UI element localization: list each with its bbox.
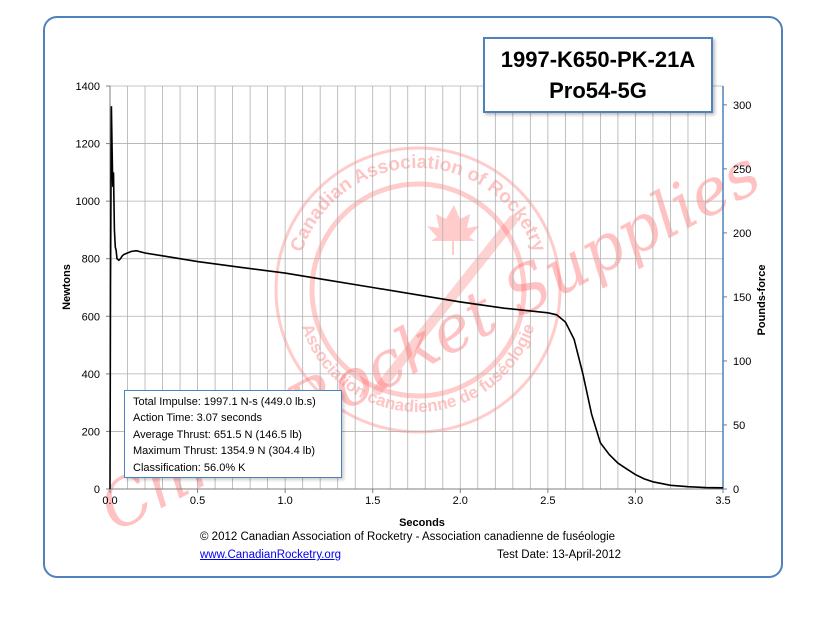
seal-outer-ring [274, 146, 562, 434]
y2-tick-label: 0 [733, 484, 739, 496]
x-tick-label: 3.0 [628, 495, 643, 507]
y2-tick-label: 200 [733, 228, 751, 240]
copyright-notice: © 2012 Canadian Association of Rocketry … [200, 531, 616, 543]
y-tick-label: 600 [82, 311, 100, 323]
y2-tick-label: 300 [733, 100, 751, 112]
y2-axis-label: Pounds-force [756, 265, 768, 336]
maple-leaf-icon [427, 205, 479, 255]
total-impulse: Total Impulse: 1997.1 N-s (449.0 lb.s) [133, 396, 316, 408]
motor-designation: 1997-K650-PK-21A [500, 47, 696, 72]
x-tick-label: 0.0 [102, 495, 117, 507]
x-tick-label: 0.5 [190, 495, 205, 507]
motor-stats-box: Total Impulse: 1997.1 N-s (449.0 lb.s) A… [124, 390, 342, 478]
x-tick-label: 2.0 [453, 495, 468, 507]
y2-tick-label: 50 [733, 420, 745, 432]
motor-title-box: 1997-K650-PK-21A Pro54-5G [483, 37, 713, 113]
thrust-curve-line [109, 106, 724, 490]
y-tick-label: 1000 [76, 196, 100, 208]
motor-reload-name: Pro54-5G [549, 78, 647, 103]
y-tick-label: 1400 [76, 81, 100, 93]
maximum-thrust: Maximum Thrust: 1354.9 N (304.4 lb) [133, 445, 315, 458]
x-axis-label: Seconds [399, 517, 445, 529]
y-tick-label: 400 [82, 369, 100, 381]
y2-tick-label: 100 [733, 356, 751, 368]
rocket-streak [373, 215, 518, 395]
y-axis-label: Newtons [61, 264, 73, 310]
y-tick-label: 1200 [76, 139, 100, 151]
x-tick-label: 1.5 [365, 495, 380, 507]
y2-tick-label: 250 [733, 164, 751, 176]
seal-inner-ring [309, 181, 527, 399]
tick-labels: 0.0 0.5 1.0 1.5 2.0 2.5 3.0 3.50200400600800100… [76, 81, 752, 507]
y-tick-label: 800 [82, 254, 100, 266]
x-tick-label: 1.0 [277, 495, 292, 507]
website-link[interactable]: www.CanadianRocketry.org [200, 549, 342, 561]
classification: Classification: 56.0% K [133, 461, 246, 474]
x-tick-label: 2.5 [540, 495, 555, 507]
average-thrust: Average Thrust: 651.5 N (146.5 lb) [133, 428, 302, 441]
x-tick-label: 3.5 [715, 495, 730, 507]
action-time: Action Time: 3.07 seconds [133, 412, 263, 425]
y-tick-label: 200 [82, 426, 100, 438]
y2-tick-label: 150 [733, 292, 751, 304]
test-date: Test Date: 13-April-2012 [497, 549, 622, 561]
y-tick-label: 0 [94, 484, 100, 496]
